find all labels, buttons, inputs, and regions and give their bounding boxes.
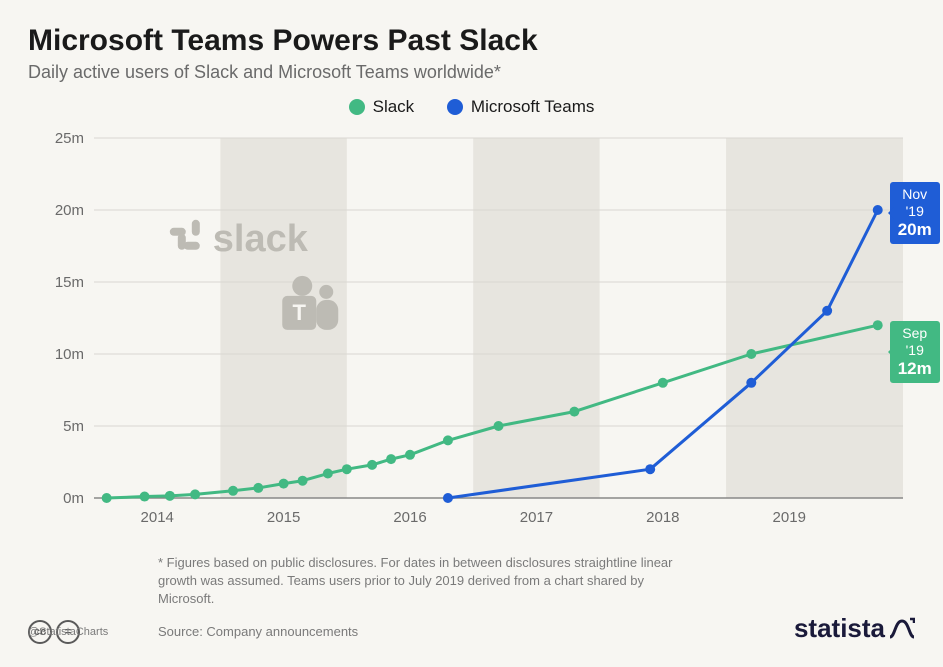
legend-label-slack: Slack xyxy=(373,97,415,117)
footnote: * Figures based on public disclosures. F… xyxy=(158,554,678,609)
statista-logo: statista xyxy=(794,613,915,644)
statista-wave-icon xyxy=(889,617,915,639)
svg-text:slack: slack xyxy=(213,218,309,260)
chart-area: 0m 5m 10m 15m 20m 25m 2014 2015 2016 2017 2018 2019… xyxy=(28,128,915,548)
svg-text:0m: 0m xyxy=(63,490,84,507)
svg-text:15m: 15m xyxy=(55,274,84,291)
callout-slack-value: 12m xyxy=(898,359,932,379)
chart-subtitle: Daily active users of Slack and Microsof… xyxy=(28,62,915,83)
legend-label-teams: Microsoft Teams xyxy=(471,97,594,117)
callout-slack: Sep '19 12m xyxy=(890,321,940,383)
chart-title: Microsoft Teams Powers Past Slack xyxy=(28,24,915,58)
line-chart: 0m 5m 10m 15m 20m 25m 2014 2015 2016 2017 2018 2019… xyxy=(28,128,915,548)
svg-text:2017: 2017 xyxy=(520,509,553,526)
svg-text:20m: 20m xyxy=(55,202,84,219)
svg-text:10m: 10m xyxy=(55,346,84,363)
svg-text:2019: 2019 xyxy=(773,509,806,526)
svg-text:2014: 2014 xyxy=(141,509,174,526)
legend-item-slack: Slack xyxy=(349,97,415,117)
svg-text:2016: 2016 xyxy=(393,509,426,526)
callout-teams-date: Nov '19 xyxy=(898,186,932,220)
svg-text:2018: 2018 xyxy=(646,509,679,526)
svg-text:25m: 25m xyxy=(55,130,84,147)
callout-teams-value: 20m xyxy=(898,220,932,240)
legend: Slack Microsoft Teams xyxy=(28,97,915,120)
svg-text:T: T xyxy=(293,300,307,325)
statista-text: statista xyxy=(794,613,885,644)
legend-dot-teams xyxy=(447,99,463,115)
callout-teams: Nov '19 20m xyxy=(890,182,940,244)
svg-text:2015: 2015 xyxy=(267,509,300,526)
svg-text:5m: 5m xyxy=(63,418,84,435)
attribution: @StatistaCharts xyxy=(28,626,108,638)
callout-slack-date: Sep '19 xyxy=(898,325,932,359)
legend-item-teams: Microsoft Teams xyxy=(447,97,594,117)
legend-dot-slack xyxy=(349,99,365,115)
